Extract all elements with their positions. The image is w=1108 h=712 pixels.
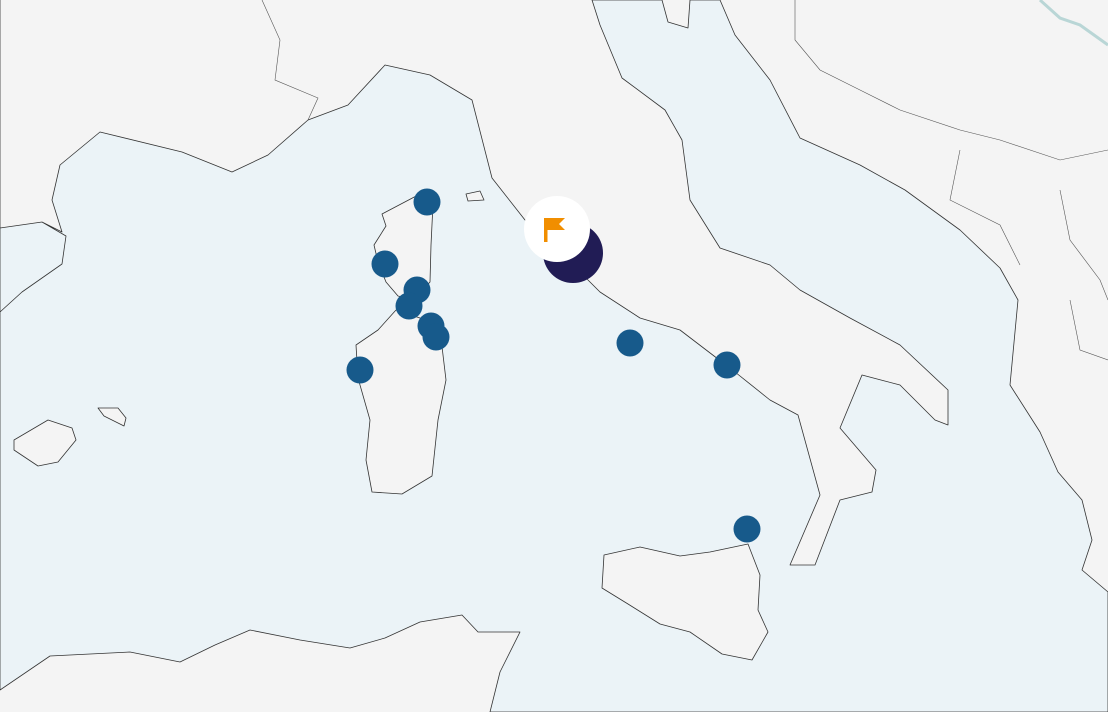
circle-marker[interactable]: [395, 292, 423, 320]
sicily: [601, 543, 769, 661]
circle-marker[interactable]: [346, 356, 374, 384]
circle-marker[interactable]: [713, 351, 741, 379]
menorca: [97, 407, 127, 427]
circle-marker[interactable]: [422, 323, 450, 351]
river: [1038, 0, 1108, 47]
country-border: [261, 0, 1108, 361]
circle-marker[interactable]: [371, 250, 399, 278]
mallorca: [13, 419, 77, 467]
marker-layer: [346, 188, 761, 543]
flag-icon: [544, 218, 565, 242]
elba: [465, 190, 485, 202]
circle-marker[interactable]: [413, 188, 441, 216]
selected-location-popup[interactable]: [524, 196, 590, 262]
circle-marker[interactable]: [733, 515, 761, 543]
circle-marker[interactable]: [616, 329, 644, 357]
